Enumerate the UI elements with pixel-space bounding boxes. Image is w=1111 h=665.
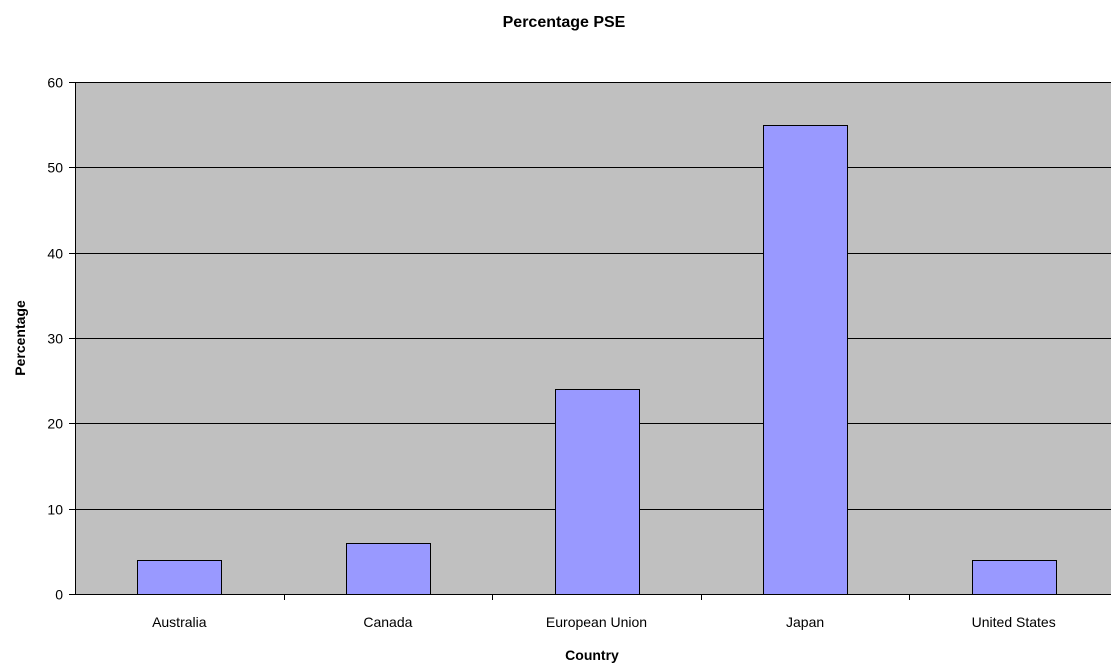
x-tick-label: United States [972,614,1056,630]
x-tick-label: Canada [363,614,412,630]
y-tick-labels: 0 10 20 30 40 50 60 [47,75,63,603]
y-tick-label: 30 [47,331,63,347]
x-tick-labels: Australia Canada European Union Japan United… [152,614,1056,630]
bar-japan [763,125,848,595]
bar-australia [137,560,222,595]
x-tick-label: European Union [546,614,647,630]
x-tick-label: Japan [786,614,824,630]
y-tick-label: 0 [55,587,63,603]
bar-canada [346,543,431,595]
chart-title: Percentage PSE [503,14,626,31]
y-tick-label: 10 [47,502,63,518]
y-tick-label: 50 [47,160,63,176]
bar-united-states [972,560,1057,595]
x-axis-title: Country [565,647,619,663]
x-tick-label: Australia [152,614,207,630]
y-tick-label: 20 [47,416,63,432]
bar-european-union [555,389,640,595]
y-tick-label: 40 [47,246,63,262]
y-tick-label: 60 [47,75,63,91]
bars [137,125,1057,595]
axes [69,82,1111,600]
y-axis-title: Percentage [12,300,28,376]
